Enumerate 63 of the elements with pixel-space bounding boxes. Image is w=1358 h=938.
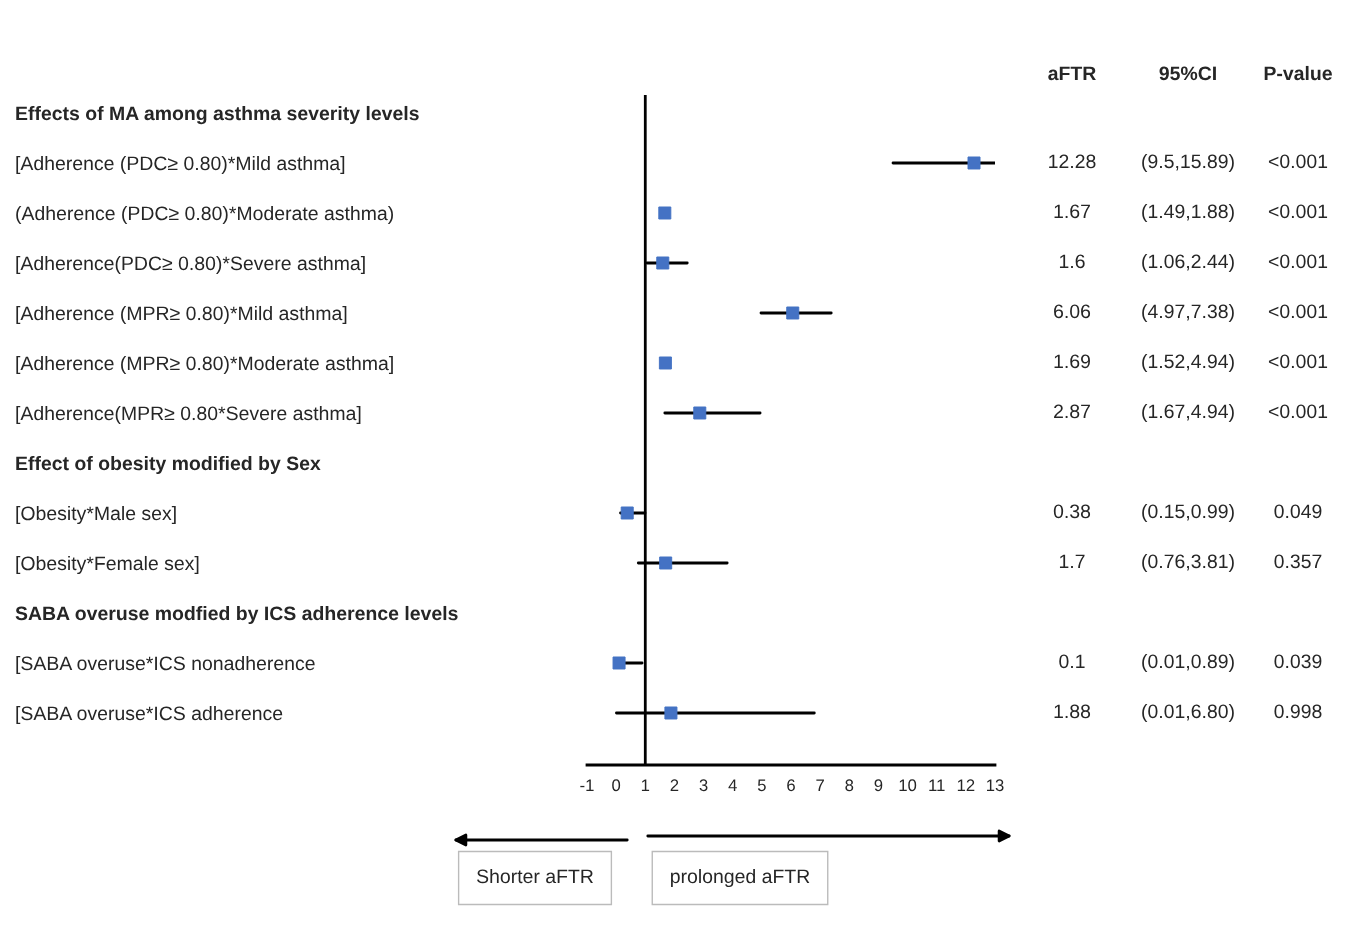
x-tick-label: 4	[728, 779, 737, 791]
y-tick-label: Effect of obesity modified by Sex	[16, 455, 321, 475]
y-tick-label: [Obesity*Male sex]	[16, 505, 176, 525]
text: prolonged aFTR	[671, 868, 810, 888]
text: 0.998	[1274, 704, 1322, 719]
text: (1.49,1.88)	[1142, 203, 1234, 223]
y-tick-label: [SABA overuse*ICS nonadherence	[16, 655, 315, 675]
x-tick-label: 0	[612, 779, 621, 792]
text: <0.001	[1268, 354, 1328, 369]
x-tick-label: 6	[787, 779, 795, 792]
x-tick-label: 8	[845, 779, 854, 792]
x-tick-label: 11	[929, 779, 945, 791]
text: (4.97,7.38)	[1142, 303, 1234, 323]
y-tick-label: SABA overuse modfied by ICS adherence levels	[15, 605, 458, 625]
y-tick-label: [Obesity*Female sex]	[16, 555, 199, 575]
text: <0.001	[1268, 154, 1328, 169]
text: 0.049	[1274, 504, 1322, 519]
data-label: 0.1	[1059, 654, 1085, 669]
x-tick-label: -1	[580, 779, 594, 791]
text: (1.06,2.44)	[1142, 253, 1234, 273]
y-tick-label: [Adherence (MPR≥ 0.80)*Moderate asthma]	[16, 355, 393, 375]
text: <0.001	[1268, 254, 1328, 269]
text: 95%CI	[1159, 66, 1216, 81]
y-tick-label: [SABA overuse*ICS adherence	[16, 705, 283, 725]
text: <0.001	[1268, 304, 1328, 319]
text: 0.039	[1274, 654, 1322, 669]
x-tick-label: 2	[670, 779, 679, 791]
x-tick-label: 1	[641, 779, 650, 791]
data-label: 6.06	[1054, 304, 1091, 319]
x-tick-label: 13	[987, 779, 1004, 792]
x-tick-label: 3	[699, 779, 708, 792]
y-tick-label: [Adherence(PDC≥ 0.80)*Severe asthma]	[16, 255, 365, 275]
data-label: 1.6	[1059, 254, 1085, 269]
text: P-value	[1264, 65, 1332, 81]
text: <0.001	[1268, 204, 1328, 219]
data-label: 1.7	[1059, 554, 1085, 569]
text: (0.76,3.81)	[1142, 553, 1234, 573]
y-tick-label: [Adherence(MPR≥ 0.80*Severe asthma]	[16, 405, 361, 425]
x-tick-label: 5	[757, 779, 766, 792]
y-tick-label: [Adherence (PDC≥ 0.80)*Mild asthma]	[16, 155, 345, 175]
y-tick-label: Effects of MA among asthma severity levels	[16, 105, 419, 125]
text: Shorter aFTR	[477, 868, 593, 884]
data-label: 1.69	[1054, 354, 1090, 369]
x-tick-label: 9	[874, 779, 883, 792]
data-label: 2.87	[1054, 404, 1090, 419]
text: aFTR	[1048, 66, 1096, 81]
y-tick-label: [Adherence (MPR≥ 0.80)*Mild asthma]	[16, 305, 347, 325]
x-tick-label: 7	[816, 779, 824, 791]
text: (0.01,0.89)	[1142, 653, 1234, 673]
data-label: 1.67	[1054, 204, 1090, 219]
x-tick-label: 12	[957, 779, 975, 791]
text: 0.357	[1274, 554, 1322, 569]
text: <0.001	[1268, 404, 1328, 419]
data-label: 12.28	[1049, 154, 1096, 169]
data-label: 1.88	[1054, 704, 1091, 719]
text: (1.67,4.94)	[1142, 403, 1234, 423]
text: (0.15,0.99)	[1142, 503, 1234, 523]
text: (0.01,6.80)	[1142, 703, 1234, 723]
y-tick-label: (Adherence (PDC≥ 0.80)*Moderate asthma)	[16, 205, 393, 225]
text: (1.52,4.94)	[1142, 353, 1234, 373]
data-label: 0.38	[1053, 504, 1091, 519]
x-tick-label: 10	[899, 779, 917, 792]
text: (9.5,15.89)	[1142, 153, 1234, 173]
